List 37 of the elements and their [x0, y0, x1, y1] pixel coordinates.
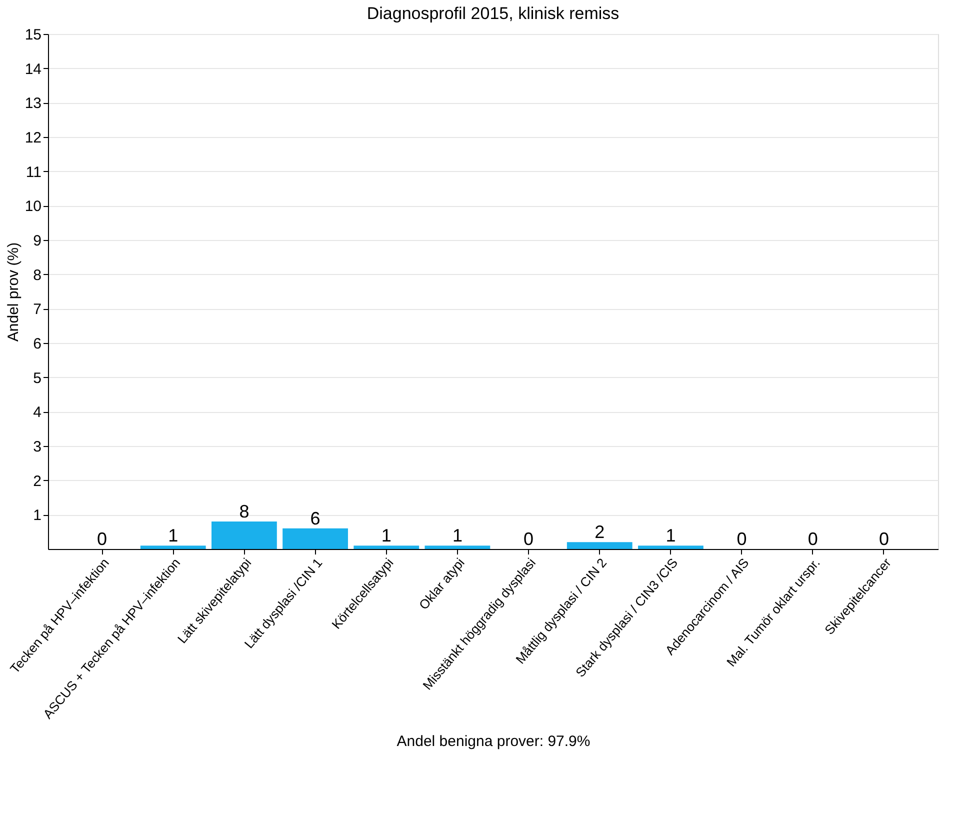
y-tick-label: 15 [24, 26, 42, 44]
bar [566, 542, 632, 549]
y-tick-label: 3 [33, 438, 42, 456]
y-tick-label: 11 [26, 164, 42, 181]
y-tick-label: 4 [33, 404, 42, 422]
y-tick-label: 2 [33, 472, 42, 490]
x-axis-title: Andel benigna prover: 97.9% [396, 732, 590, 750]
annotation: 0 [97, 529, 108, 549]
annotation: 1 [381, 526, 392, 546]
annotation: 2 [594, 522, 605, 542]
y-tick-label: 13 [24, 95, 42, 112]
bar [354, 546, 420, 549]
bar [282, 528, 348, 549]
y-tick-label: 7 [33, 301, 42, 318]
chart-title: Diagnosprofil 2015, klinisk remiss [366, 4, 620, 23]
y-tick-label: 10 [24, 198, 42, 216]
y-tick-label: 14 [24, 60, 42, 78]
y-tick-label: 9 [33, 232, 42, 250]
annotation: 0 [524, 529, 534, 549]
bar [140, 546, 206, 549]
annotation: 0 [736, 529, 747, 549]
annotation: 0 [808, 529, 818, 549]
y-tick-label: 5 [33, 370, 42, 387]
y-tick-label: 12 [24, 130, 42, 146]
bar [212, 522, 277, 549]
y-tick-label: 6 [33, 336, 42, 352]
y-tick-label: 1 [33, 507, 42, 524]
annotation: 8 [239, 502, 250, 522]
y-tick-label: 8 [33, 266, 42, 284]
annotation: 0 [878, 529, 889, 549]
annotation: 1 [168, 526, 178, 546]
annotation: 1 [452, 526, 462, 546]
bar [424, 546, 490, 549]
bar [638, 546, 704, 549]
annotation: 6 [310, 508, 320, 528]
annotation: 1 [666, 526, 676, 546]
y-axis-title: Andel prov (%) [4, 242, 22, 342]
